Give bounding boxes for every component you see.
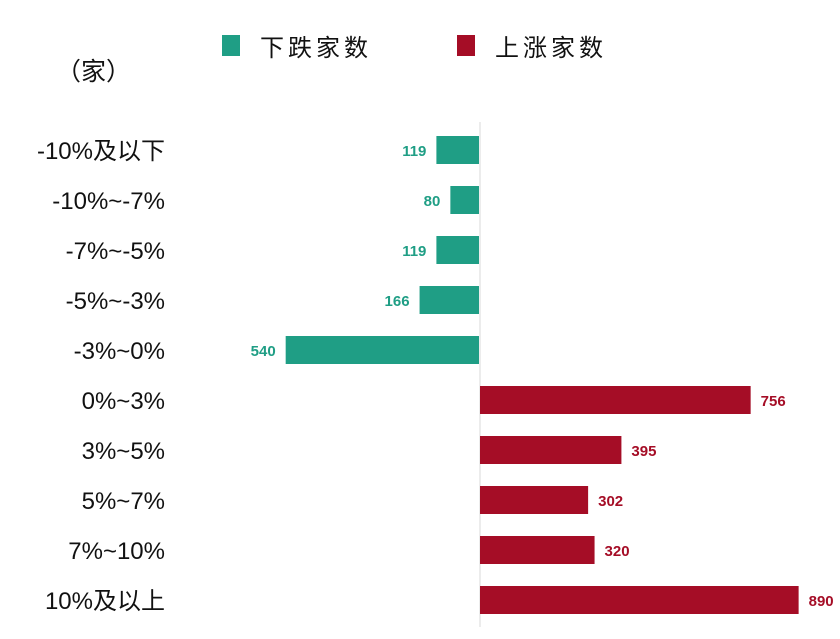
value-label-decline: 119 <box>402 143 426 160</box>
bar-decline <box>285 336 479 364</box>
bar-decline <box>450 186 479 214</box>
category-label: -7%~-5% <box>66 238 165 265</box>
category-label: 7%~10% <box>68 538 165 565</box>
value-label-decline: 540 <box>251 343 276 360</box>
category-label: 0%~3% <box>82 388 165 415</box>
category-label: -10%及以下 <box>37 138 165 165</box>
unit-label: （家） <box>56 58 131 86</box>
category-label: 3%~5% <box>82 438 165 465</box>
category-label: 5%~7% <box>82 488 165 515</box>
bar-advance <box>480 486 589 514</box>
value-label-advance: 302 <box>598 493 623 510</box>
bar-advance <box>480 536 595 564</box>
legend-swatch-decline <box>222 35 240 56</box>
value-label-advance: 395 <box>631 443 656 460</box>
bar-decline <box>436 136 479 164</box>
bar-advance <box>480 586 799 614</box>
value-labels: 119 80 119 166 540 756 395 302 320 890 <box>251 143 834 610</box>
value-label-advance: 890 <box>809 593 834 610</box>
value-label-decline: 119 <box>402 243 426 260</box>
category-label: -5%~-3% <box>66 288 165 315</box>
legend-swatch-advance <box>457 35 475 56</box>
value-label-advance: 756 <box>761 393 786 410</box>
category-label: -3%~0% <box>74 338 165 365</box>
category-label: 10%及以上 <box>45 588 165 615</box>
value-label-decline: 166 <box>385 293 410 310</box>
category-label: -10%~-7% <box>52 188 165 215</box>
legend-label-decline: 下跌家数 <box>260 35 372 62</box>
bar-advance <box>480 436 622 464</box>
bar-decline <box>419 286 479 314</box>
legend: 下跌家数 上涨家数 <box>222 35 607 62</box>
bars <box>285 136 799 614</box>
category-labels: -10%及以下 -10%~-7% -7%~-5% -5%~-3% -3%~0% 0%~3%… <box>37 138 165 615</box>
legend-label-advance: 上涨家数 <box>495 35 607 62</box>
value-label-advance: 320 <box>605 543 630 560</box>
bar-advance <box>480 386 751 414</box>
value-label-decline: 80 <box>424 193 441 210</box>
bar-decline <box>436 236 479 264</box>
